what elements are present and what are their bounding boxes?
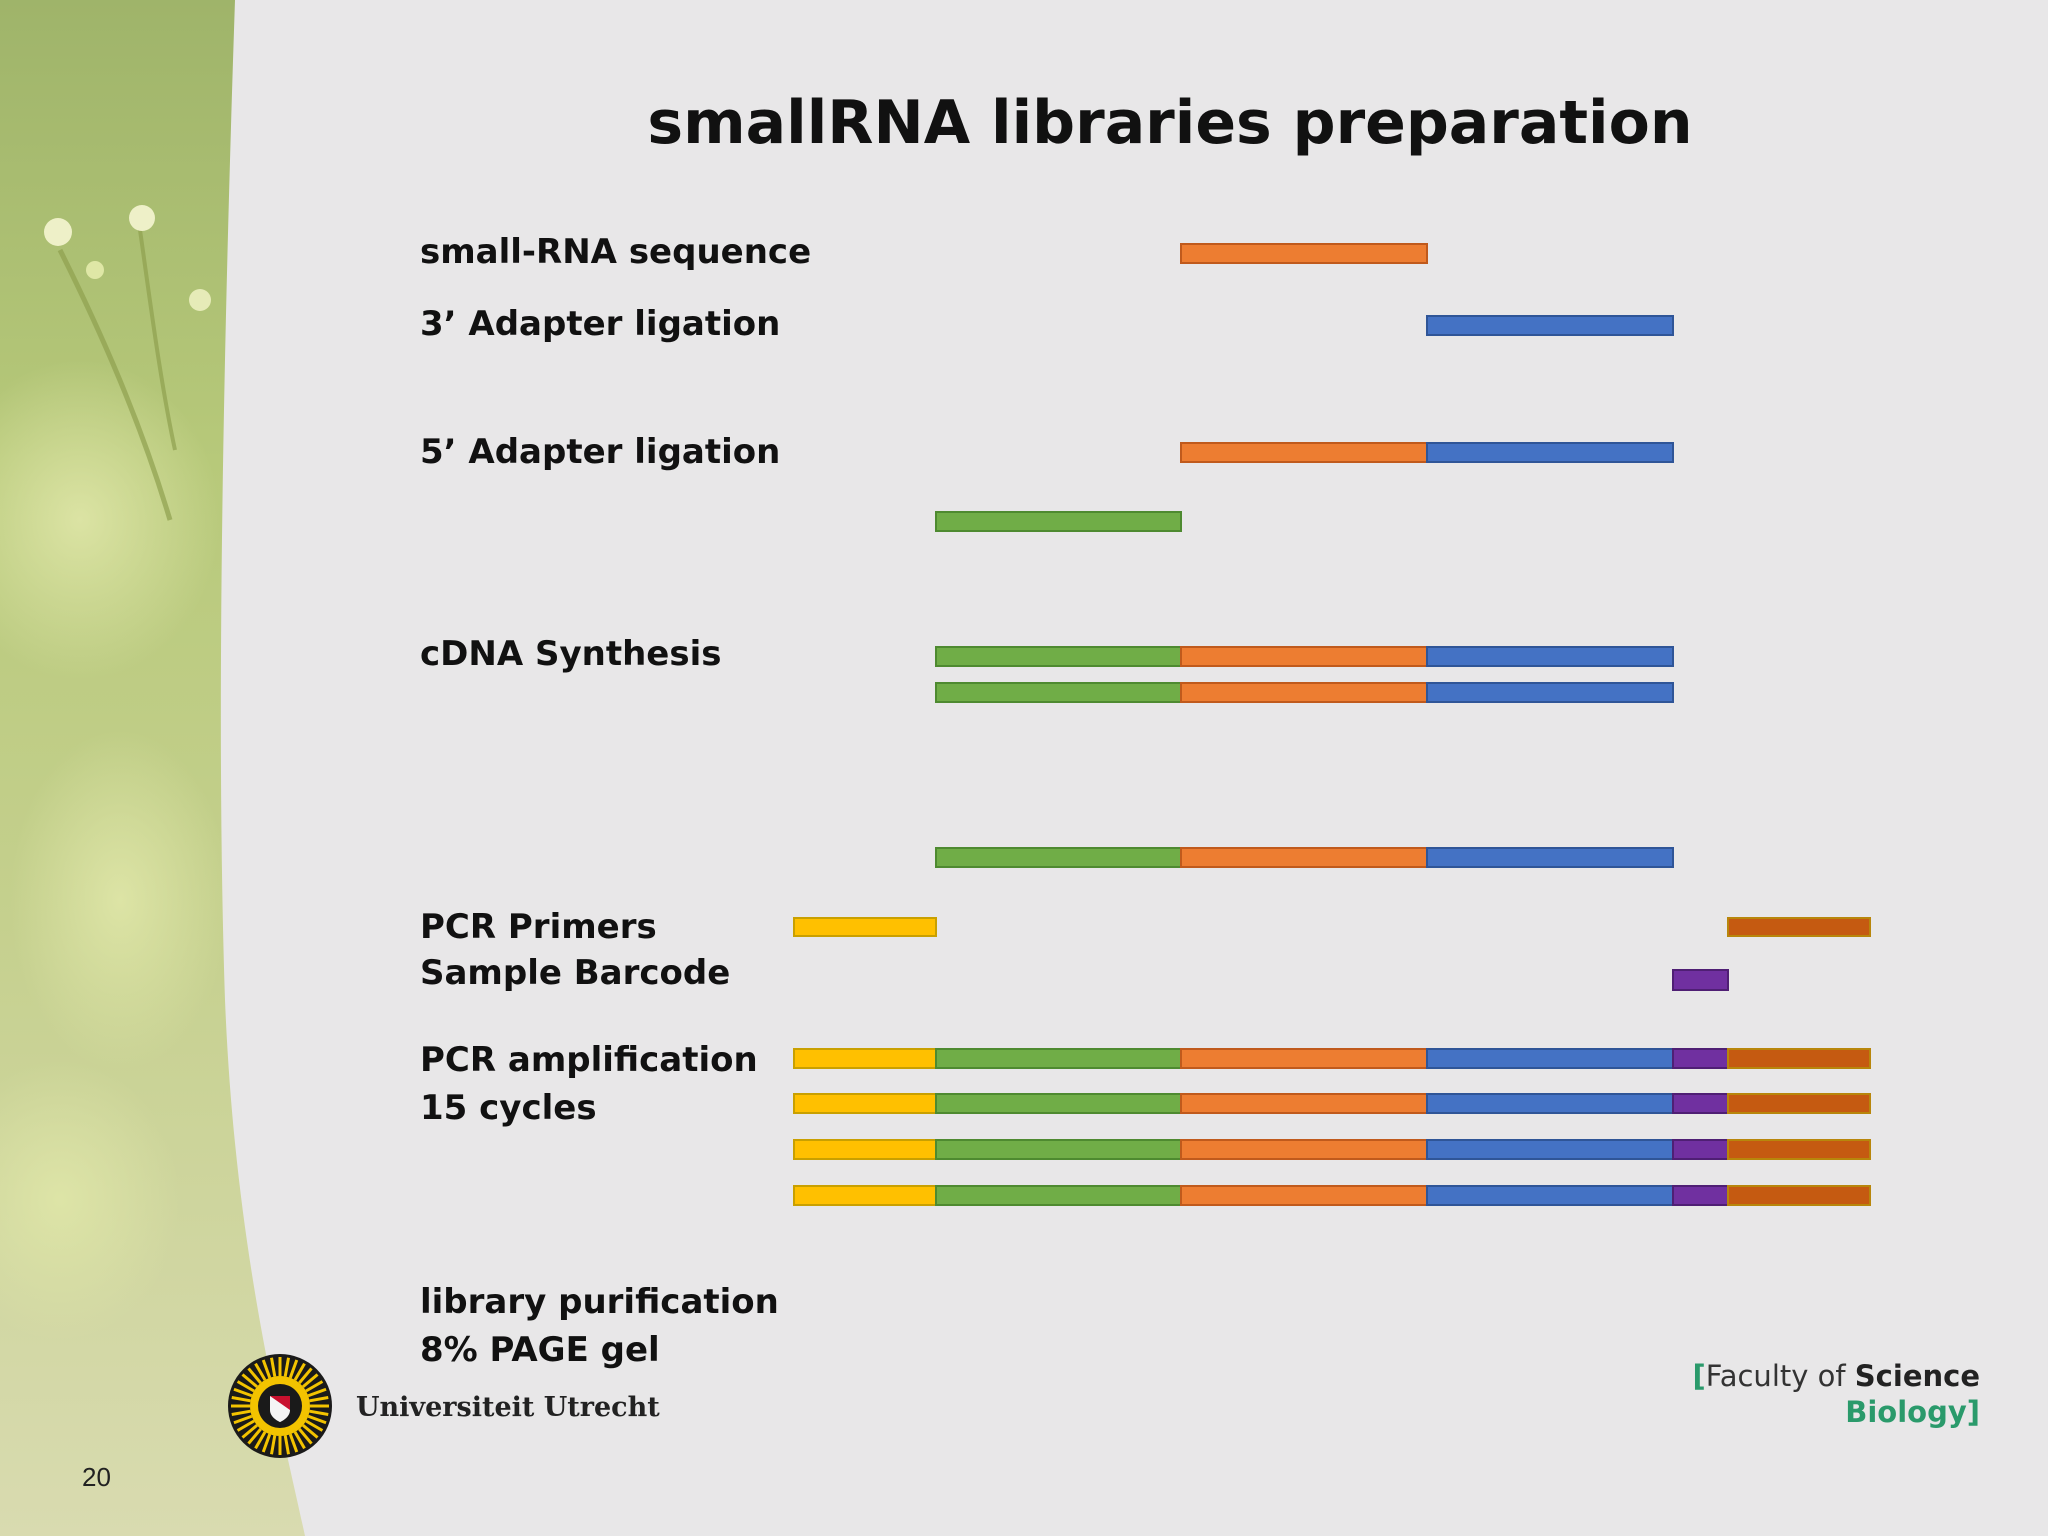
- small-rna-segment: [1180, 243, 1428, 264]
- faculty-line: [Faculty of Science: [1692, 1358, 1980, 1394]
- faculty-bracket-close: ]: [1966, 1395, 1980, 1429]
- adapter-3-segment: [1426, 682, 1674, 703]
- slide-title: smallRNA libraries preparation: [647, 88, 1693, 158]
- small-rna-segment: [1180, 1093, 1428, 1114]
- row-template: [935, 847, 1674, 868]
- adapter-3-segment: [1426, 315, 1674, 336]
- row-adapter5: [935, 511, 1182, 532]
- row-amplicon-4: [793, 1185, 1871, 1206]
- adapter-5-segment: [935, 1093, 1182, 1114]
- pcr-primer-5-segment: [793, 917, 937, 937]
- plant-photo-background: [0, 0, 305, 1536]
- small-rna-segment: [1180, 646, 1428, 667]
- pcr-primer-3-segment: [1727, 1048, 1871, 1069]
- small-rna-segment: [1180, 442, 1428, 463]
- row-amplicon-2: [793, 1093, 1871, 1114]
- label-3-adapter-ligation: 3’ Adapter ligation: [420, 304, 780, 344]
- adapter-5-segment: [935, 1048, 1182, 1069]
- barcode-segment: [1672, 1185, 1729, 1206]
- faculty-science: Science: [1854, 1359, 1980, 1393]
- page-number: 20: [82, 1462, 111, 1492]
- adapter-5-segment: [935, 847, 1182, 868]
- faculty-prefix: Faculty of: [1705, 1359, 1855, 1393]
- barcode-segment: [1672, 969, 1729, 991]
- row-small-rna: [1180, 243, 1428, 264]
- label-pcr-primers: PCR Primers Sample Barcode: [420, 904, 730, 996]
- adapter-3-segment: [1426, 1048, 1674, 1069]
- adapter-5-segment: [935, 1139, 1182, 1160]
- pcr-primer-5-segment: [793, 1139, 937, 1160]
- adapter-3-segment: [1426, 442, 1674, 463]
- small-rna-segment: [1180, 847, 1428, 868]
- adapter-3-segment: [1426, 847, 1674, 868]
- pcr-primer-3-segment: [1727, 1093, 1871, 1114]
- pcr-primer-3-segment: [1727, 1185, 1871, 1206]
- pcr-primer-3-segment: [1727, 917, 1871, 937]
- row-barcode: [1672, 969, 1729, 991]
- pcr-primer-5-segment: [793, 1185, 937, 1206]
- label-line: PCR Primers: [420, 907, 657, 947]
- faculty-logo: [Faculty of Science Biology]: [1692, 1358, 1980, 1430]
- university-seal-icon: [228, 1354, 332, 1458]
- row-adapter3: [1426, 315, 1674, 336]
- adapter-5-segment: [935, 511, 1182, 532]
- row-cdna-1: [935, 646, 1674, 667]
- adapter-3-segment: [1426, 1093, 1674, 1114]
- pcr-primer-3-segment: [1727, 1139, 1871, 1160]
- row-cdna-2: [935, 682, 1674, 703]
- row-ligated: [1180, 442, 1674, 463]
- pcr-primer-5-segment: [793, 1093, 937, 1114]
- label-line: cDNA Synthesis: [420, 634, 722, 674]
- pcr-primer-5-segment: [793, 1048, 937, 1069]
- label-5-adapter-ligation: 5’ Adapter ligation: [420, 432, 780, 472]
- label-line: small-RNA sequence: [420, 232, 812, 272]
- department-line: Biology]: [1692, 1394, 1980, 1430]
- adapter-3-segment: [1426, 646, 1674, 667]
- university-name: Universiteit Utrecht: [356, 1392, 660, 1423]
- adapter-5-segment: [935, 1185, 1182, 1206]
- row-amplicon-1: [793, 1048, 1871, 1069]
- adapter-5-segment: [935, 646, 1182, 667]
- label-cdna-synthesis: cDNA Synthesis: [420, 634, 721, 674]
- barcode-segment: [1672, 1139, 1729, 1160]
- label-pcr-amplification: PCR amplification 15 cycles: [420, 1036, 758, 1132]
- label-line: PCR amplification: [420, 1040, 758, 1080]
- barcode-segment: [1672, 1048, 1729, 1069]
- label-line: 3’ Adapter ligation: [420, 304, 781, 344]
- small-rna-segment: [1180, 1139, 1428, 1160]
- barcode-segment: [1672, 1093, 1729, 1114]
- adapter-3-segment: [1426, 1139, 1674, 1160]
- small-rna-segment: [1180, 1185, 1428, 1206]
- label-line: Sample Barcode: [420, 953, 731, 993]
- label-line: library purification: [420, 1282, 779, 1322]
- label-line: 5’ Adapter ligation: [420, 432, 781, 472]
- row-primer-3: [1727, 917, 1871, 937]
- row-primer-5: [793, 917, 937, 937]
- faculty-bracket-open: [: [1692, 1359, 1706, 1393]
- small-rna-segment: [1180, 682, 1428, 703]
- row-amplicon-3: [793, 1139, 1871, 1160]
- small-rna-segment: [1180, 1048, 1428, 1069]
- adapter-3-segment: [1426, 1185, 1674, 1206]
- label-line: 8% PAGE gel: [420, 1330, 660, 1370]
- label-library-purification: library purification 8% PAGE gel: [420, 1278, 779, 1374]
- department-biology: Biology: [1845, 1395, 1967, 1429]
- label-small-rna-sequence: small-RNA sequence: [420, 232, 811, 272]
- label-line: 15 cycles: [420, 1088, 597, 1128]
- adapter-5-segment: [935, 682, 1182, 703]
